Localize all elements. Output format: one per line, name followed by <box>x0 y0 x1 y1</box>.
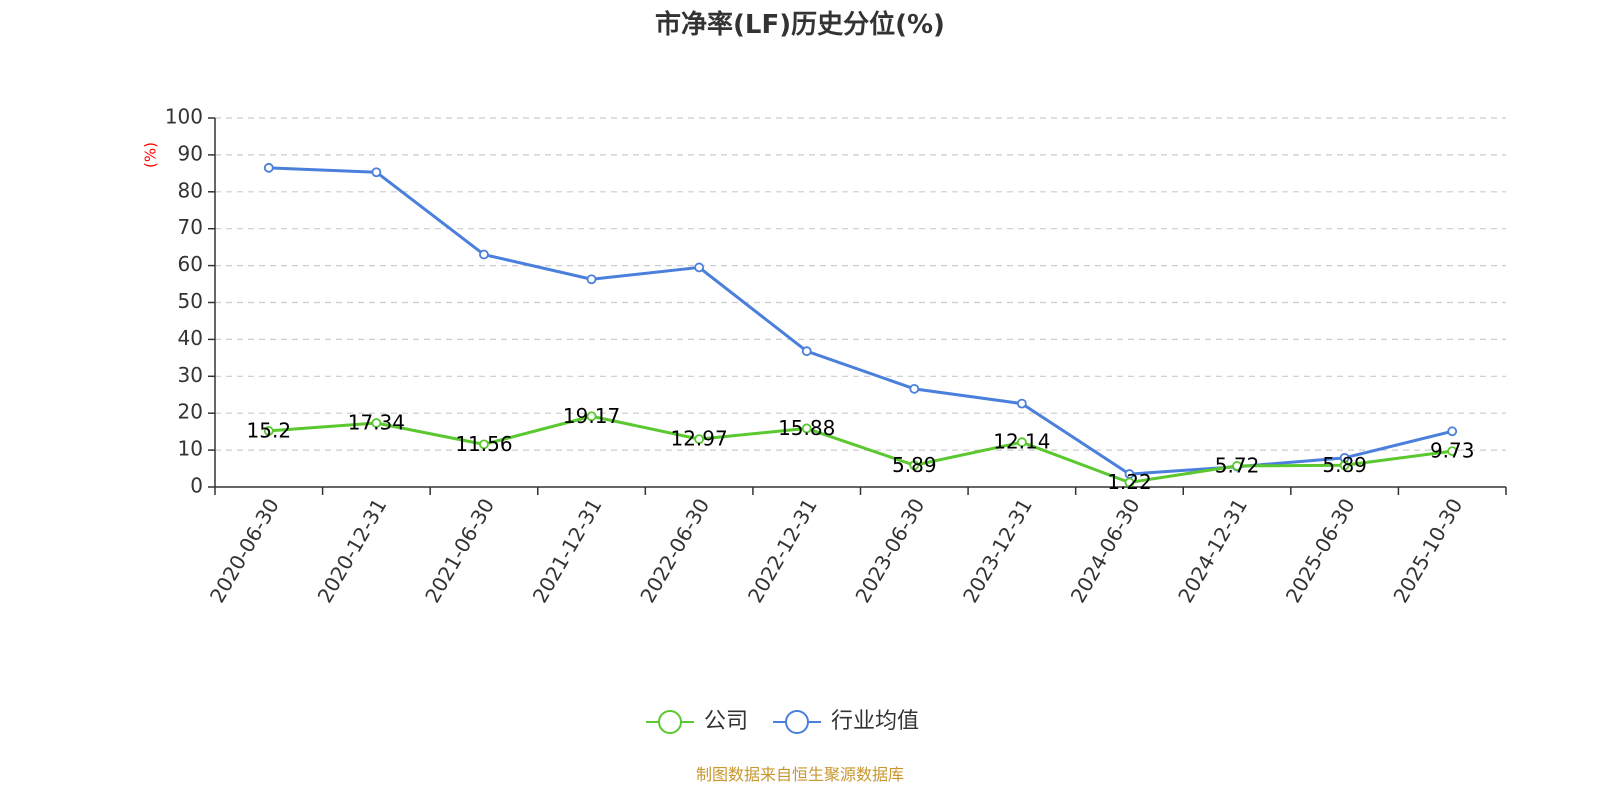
data-label: 15.2 <box>247 418 292 442</box>
series-point-0 <box>479 439 489 450</box>
y-tick-label: 100 <box>165 105 203 129</box>
x-tick-label: 2024-06-30 <box>1066 494 1145 607</box>
legend-label: 行业均值 <box>831 709 919 734</box>
series-point-0 <box>371 418 382 428</box>
series-line-1 <box>268 166 1453 476</box>
x-tick-label: 2025-06-30 <box>1281 494 1360 607</box>
data-label: 15.88 <box>778 416 835 440</box>
data-labels: 15.2 17.34 11.56 19.17 12.97 15.88 5.89 12.14 1.… <box>247 404 1475 494</box>
series-point-1 <box>371 167 382 178</box>
legend-item-0: 公司 <box>646 709 748 734</box>
data-label: 5.72 <box>1215 453 1260 477</box>
series-point-1 <box>479 249 489 260</box>
legend-swatch-marker <box>658 710 682 734</box>
series-lines <box>263 162 1458 488</box>
x-tick-label: 2020-12-31 <box>313 494 392 607</box>
x-tick-label: 2022-06-30 <box>635 494 714 607</box>
series-point-1 <box>909 383 920 394</box>
series-point-0 <box>909 460 920 471</box>
y-tick-label: 10 <box>178 437 203 461</box>
x-tick-label: 2024-12-31 <box>1173 494 1252 607</box>
data-label: 11.56 <box>455 432 512 456</box>
series-point-0 <box>694 434 705 445</box>
series-point-1 <box>586 274 597 285</box>
chart-title: 市净率(LF)历史分位(%) <box>655 9 945 40</box>
x-tick-label: 2020-06-30 <box>205 494 284 607</box>
x-tick-label: 2023-12-31 <box>958 494 1037 607</box>
y-tick-label: 70 <box>178 215 203 239</box>
series-point-0 <box>1232 460 1242 471</box>
y-tick-label: 0 <box>190 474 203 498</box>
data-label: 9.73 <box>1430 439 1475 463</box>
data-label: 19.17 <box>563 404 620 428</box>
y-tick-label: 20 <box>178 400 203 424</box>
series-point-1 <box>263 162 274 173</box>
series-line-0 <box>268 414 1453 484</box>
series-point-1 <box>801 346 812 357</box>
data-label: 12.97 <box>670 427 727 451</box>
y-tick-label: 50 <box>178 289 203 313</box>
data-label: 12.14 <box>993 430 1050 454</box>
y-tick-label: 30 <box>178 363 203 387</box>
series-point-0 <box>1447 446 1458 456</box>
series-point-0 <box>263 426 274 436</box>
data-label: 5.89 <box>1322 453 1367 477</box>
legend-label: 公司 <box>704 709 748 734</box>
source-note: 制图数据来自恒生聚源数据库 <box>696 765 904 784</box>
series-point-1 <box>1016 398 1027 409</box>
y-tick-label: 40 <box>178 326 203 350</box>
series-point-1 <box>1447 426 1458 437</box>
y-tick-label: 80 <box>178 178 203 202</box>
y-axis-label: (%) <box>142 142 160 168</box>
series-point-0 <box>586 411 597 422</box>
data-label: 17.34 <box>348 411 405 435</box>
axes: 0 10 20 30 40 50 60 70 80 90 100 2020-06-30 2020-12-… <box>165 105 1507 607</box>
legend-swatch-marker <box>785 710 809 734</box>
x-tick-label: 2023-06-30 <box>850 494 929 607</box>
data-label: 5.89 <box>892 453 937 477</box>
series-point-0 <box>1339 460 1350 471</box>
legend-item-1: 行业均值 <box>773 709 919 734</box>
series-point-0 <box>1124 477 1135 488</box>
x-tick-label: 2021-12-31 <box>528 494 607 607</box>
x-tick-label: 2022-12-31 <box>743 494 822 607</box>
series-point-0 <box>1016 437 1027 448</box>
grid-lines <box>215 117 1506 451</box>
series-point-0 <box>801 423 812 434</box>
series-point-1 <box>694 262 705 273</box>
x-tick-label: 2025-10-30 <box>1388 494 1467 607</box>
legend: 公司 行业均值 <box>646 709 919 734</box>
y-tick-label: 90 <box>178 141 203 165</box>
y-tick-label: 60 <box>178 252 203 276</box>
data-label: 1.22 <box>1107 470 1152 494</box>
x-tick-label: 2021-06-30 <box>420 494 499 607</box>
